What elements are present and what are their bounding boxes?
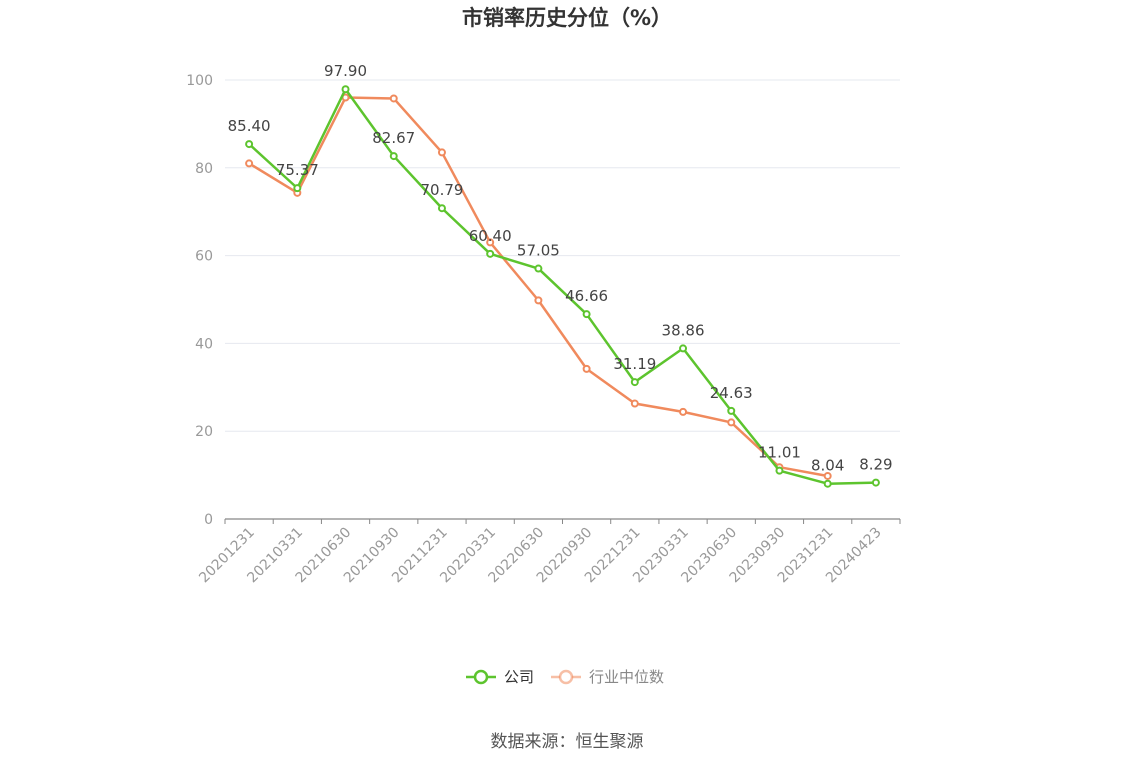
data-point[interactable] <box>486 238 495 247</box>
data-label: 82.67 <box>372 129 415 147</box>
data-label: 8.04 <box>811 457 844 475</box>
series-line-1 <box>248 96 828 478</box>
data-point[interactable] <box>486 249 495 258</box>
data-point[interactable] <box>727 418 736 427</box>
grid-lines <box>225 79 900 432</box>
data-point[interactable] <box>293 184 302 193</box>
series-layer <box>245 85 880 488</box>
legend-label: 公司 <box>504 668 534 686</box>
data-point[interactable] <box>341 85 350 94</box>
data-point[interactable] <box>823 471 832 480</box>
y-axis-ticks: 0 20 40 60 80 100 <box>186 73 213 528</box>
y-tick-label: 20 <box>195 424 213 440</box>
data-label: 60.40 <box>469 227 512 245</box>
data-label: 38.86 <box>662 321 705 339</box>
data-point[interactable] <box>534 264 543 273</box>
y-tick-label: 0 <box>204 512 213 528</box>
data-point[interactable] <box>630 399 639 408</box>
data-point[interactable] <box>679 407 688 416</box>
legend-marker-icon <box>473 669 489 685</box>
legend-item-1[interactable]: 行业中位数 <box>551 668 664 686</box>
series-line-0 <box>248 87 876 485</box>
data-point[interactable] <box>245 159 254 168</box>
data-point[interactable] <box>871 478 880 487</box>
data-label: 31.19 <box>613 355 656 373</box>
data-label: 11.01 <box>758 444 801 462</box>
legend-label: 行业中位数 <box>589 668 664 686</box>
data-point[interactable] <box>389 94 398 103</box>
data-labels: 85.40 75.37 97.90 82.67 70.79 60.40 57.05 46.66… <box>228 62 893 474</box>
data-point[interactable] <box>679 344 688 353</box>
data-point[interactable] <box>582 364 591 373</box>
data-point[interactable] <box>630 378 639 387</box>
data-label: 75.37 <box>276 161 319 179</box>
y-tick-label: 40 <box>195 336 213 352</box>
data-point[interactable] <box>582 310 591 319</box>
data-label: 46.66 <box>565 287 608 305</box>
data-point[interactable] <box>437 204 446 213</box>
data-label: 8.29 <box>859 456 892 474</box>
data-point[interactable] <box>437 148 446 157</box>
data-label: 85.40 <box>228 117 271 135</box>
data-label: 97.90 <box>324 62 367 80</box>
data-point[interactable] <box>245 140 254 149</box>
y-tick-label: 60 <box>195 249 213 265</box>
source-note: 数据来源：恒生聚源 <box>491 732 644 752</box>
x-axis: 2020123120210331202106302021093020211231… <box>196 518 901 586</box>
y-tick-label: 80 <box>195 161 213 177</box>
data-point[interactable] <box>775 466 784 475</box>
data-label: 70.79 <box>420 181 463 199</box>
data-point[interactable] <box>389 152 398 161</box>
y-tick-label: 100 <box>186 73 213 89</box>
data-point[interactable] <box>727 406 736 415</box>
data-point[interactable] <box>823 479 832 488</box>
data-point[interactable] <box>534 296 543 305</box>
legend[interactable]: 公司 行业中位数 <box>466 668 664 686</box>
data-label: 57.05 <box>517 242 560 260</box>
legend-item-0[interactable]: 公司 <box>466 668 534 686</box>
legend-marker-icon <box>558 669 574 685</box>
chart-title: 市销率历史分位（%） <box>462 6 672 30</box>
data-label: 24.63 <box>710 384 753 402</box>
